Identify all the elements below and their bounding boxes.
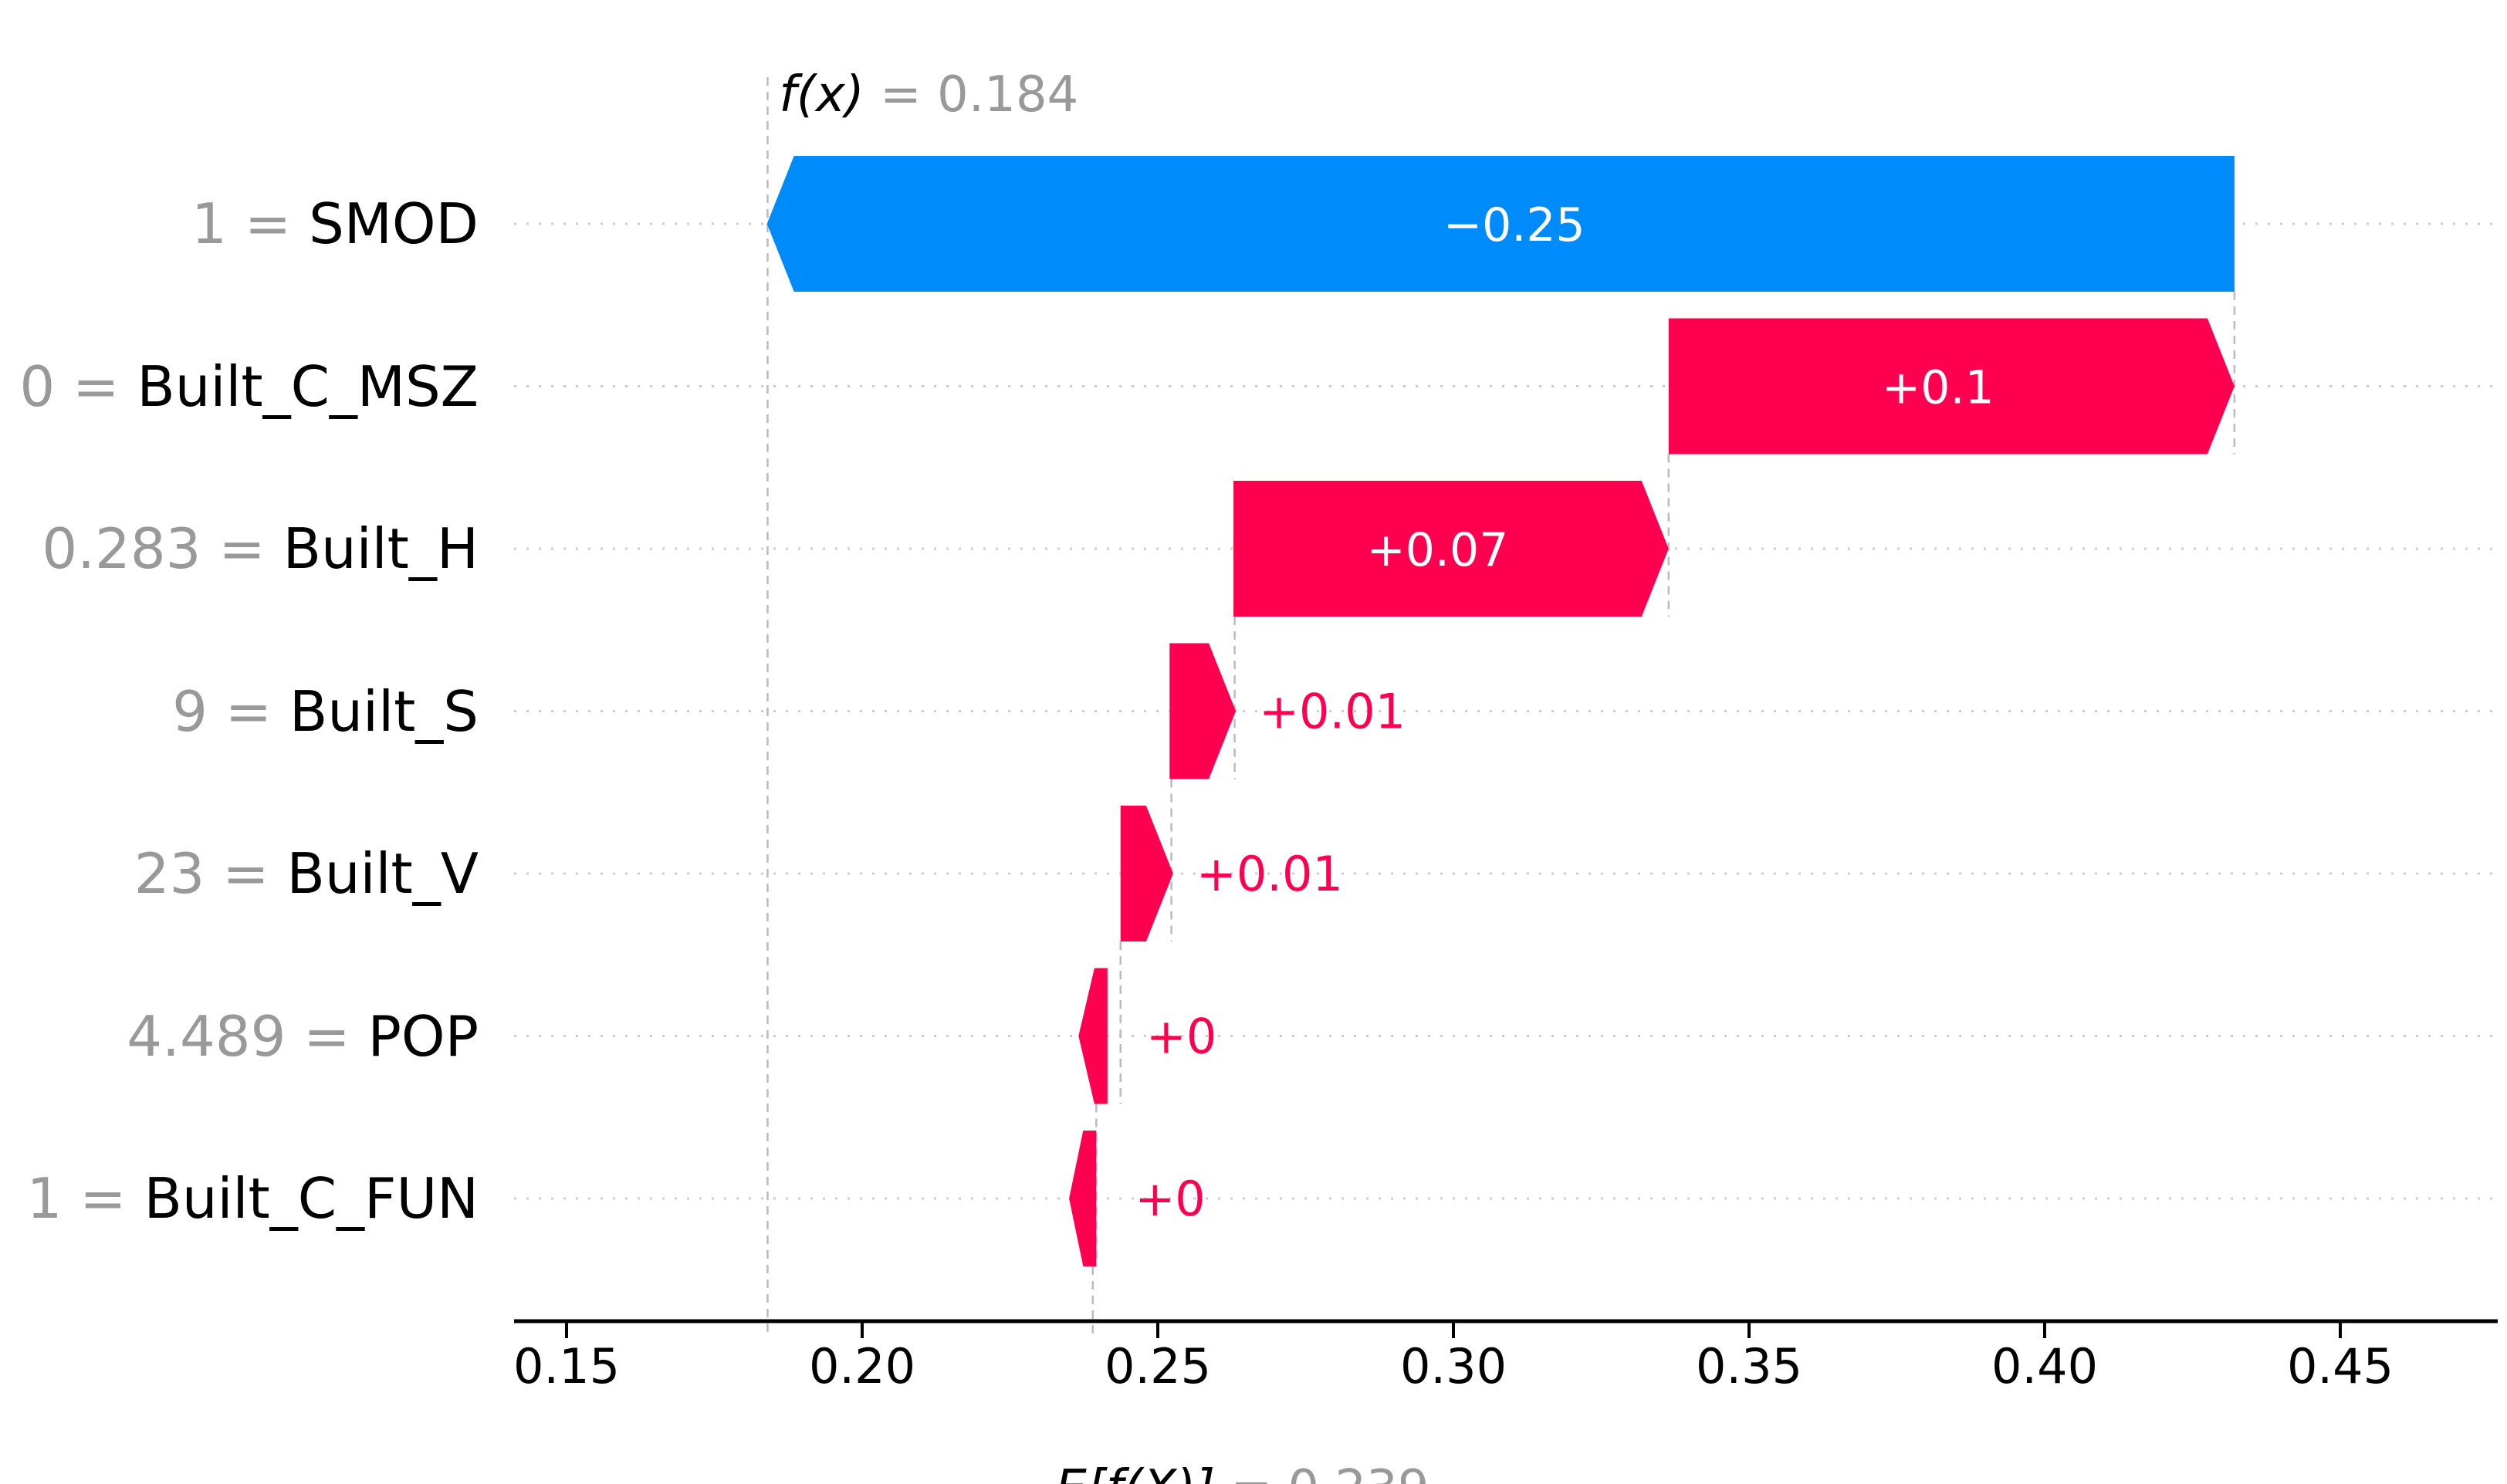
x-axis-tick-label: 0.35	[1696, 1338, 1802, 1394]
bar-value-label-POP: +0	[1146, 1009, 1216, 1065]
feature-value: 0 =	[19, 353, 137, 419]
feature-value: 4.489 =	[127, 1003, 368, 1069]
bar-value-label-Built_C_MSZ: +0.1	[1882, 361, 1994, 415]
efx-value: = 0.239	[1215, 1460, 1429, 1484]
bar-Built_S	[1169, 643, 1237, 779]
bar-value-label-Built_C_FUN: +0	[1135, 1171, 1205, 1227]
bar-Built_V	[1120, 806, 1173, 941]
x-axis-tick-label: 0.45	[2287, 1338, 2394, 1394]
bar-POP	[1078, 968, 1108, 1104]
bar-Built_C_MSZ	[1668, 318, 2235, 455]
fx-label: f(x)	[779, 66, 864, 123]
feature-name: Built_H	[283, 516, 479, 581]
shap-bar-value-labels: −0.25 +0.1 +0.07 +0.01 +0.01 +0 +0	[1135, 198, 1994, 1227]
x-axis: 0.15 0.20 0.25 0.30 0.35 0.40 0.45	[513, 1319, 2498, 1394]
bar-value-label-Built_V: +0.01	[1196, 846, 1343, 902]
row-label-Built_H: 0.283 = Built_H	[42, 513, 479, 584]
feature-value: 0.283 =	[42, 516, 283, 581]
x-axis-tick-label: 0.15	[513, 1338, 620, 1394]
expected-value-annotation: E[f(X)] = 0.239	[993, 1403, 1429, 1484]
fx-value: = 0.184	[864, 66, 1079, 123]
bar-value-label-SMOD: −0.25	[1443, 198, 1585, 252]
feature-name: Built_C_MSZ	[137, 353, 479, 419]
row-label-Built_V: 23 = Built_V	[134, 838, 479, 909]
feature-value: 9 =	[172, 678, 290, 744]
x-axis-tick-label: 0.25	[1105, 1338, 1211, 1394]
shap-bars	[766, 156, 2235, 1266]
feature-name: SMOD	[309, 191, 479, 256]
x-axis-tick-label: 0.30	[1400, 1338, 1507, 1394]
feature-name: Built_S	[289, 678, 479, 744]
bar-Built_H	[1233, 481, 1669, 617]
feature-value: 1 =	[26, 1166, 144, 1231]
feature-value: 23 =	[134, 841, 287, 906]
row-label-SMOD: 1 = SMOD	[191, 188, 479, 259]
efx-label: E[f(X)]	[1055, 1460, 1215, 1484]
feature-value: 1 =	[191, 191, 310, 256]
row-label-Built_C_FUN: 1 = Built_C_FUN	[27, 1163, 479, 1234]
feature-name: Built_V	[286, 841, 479, 906]
row-label-Built_C_MSZ: 0 = Built_C_MSZ	[19, 351, 479, 422]
row-label-Built_S: 9 = Built_S	[172, 676, 479, 747]
x-axis-tick-label: 0.40	[1991, 1338, 2098, 1394]
row-label-POP: 4.489 = POP	[127, 1001, 479, 1072]
feature-name: POP	[367, 1003, 479, 1069]
fx-annotation: f(x) = 0.184	[716, 9, 1078, 181]
bar-SMOD	[766, 156, 2235, 292]
bar-value-label-Built_S: +0.01	[1259, 684, 1406, 740]
feature-name: Built_C_FUN	[144, 1166, 479, 1231]
bar-value-label-Built_H: +0.07	[1366, 523, 1508, 577]
bar-Built_C_FUN	[1069, 1131, 1097, 1266]
x-axis-tick-label: 0.20	[809, 1338, 915, 1394]
